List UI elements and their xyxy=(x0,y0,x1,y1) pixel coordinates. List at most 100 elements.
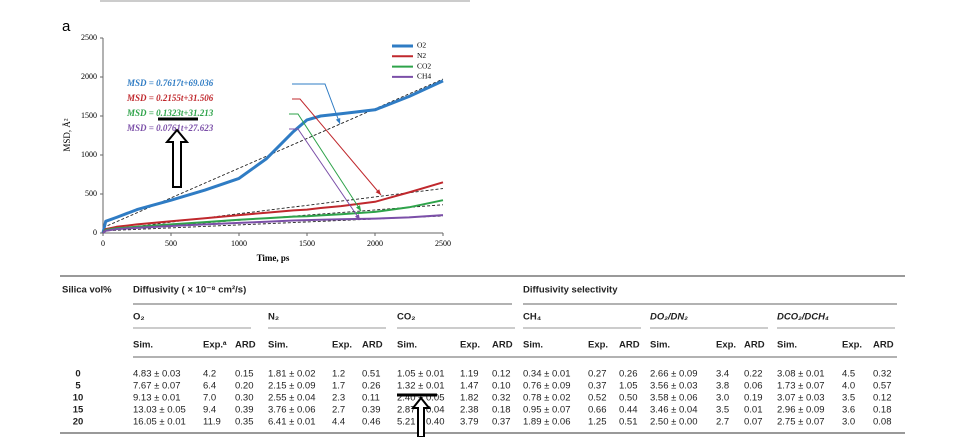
table-cell: 0.26 xyxy=(619,369,638,380)
subheader: CO₂ xyxy=(397,312,415,323)
table-cell: 0.19 xyxy=(744,393,763,404)
table-cell: 3.5 xyxy=(716,405,729,416)
x-tick-label: 2500 xyxy=(435,239,451,248)
table-cell: 1.19 xyxy=(460,369,479,380)
table-cell: 0.12 xyxy=(873,393,892,404)
table-cell: 0.52 xyxy=(588,393,607,404)
table-cell: 5 xyxy=(75,381,81,392)
table-cell: 4.0 xyxy=(842,381,855,392)
table-cell: 2.66 ± 0.09 xyxy=(650,369,697,380)
table-cell: 0.20 xyxy=(235,381,254,392)
table-cell: 0 xyxy=(75,369,80,380)
table-cell: 0.51 xyxy=(362,369,381,380)
table-cell: 3.4 xyxy=(716,369,729,380)
arrow-head xyxy=(356,205,361,211)
table-cell: 0.10 xyxy=(492,381,511,392)
table-cell: 0.01 xyxy=(744,405,763,416)
table-cell: 1.25 xyxy=(588,417,607,428)
table-cell: 0.26 xyxy=(362,381,381,392)
table-cell: 0.18 xyxy=(492,405,511,416)
table-cell: 4.4 xyxy=(332,417,345,428)
column-header: Sim. xyxy=(268,340,288,351)
group-header: Silica vol% xyxy=(62,285,112,296)
table-cell: 0.30 xyxy=(235,393,254,404)
table-cell: 0.06 xyxy=(744,381,763,392)
y-tick-label: 1500 xyxy=(81,111,97,120)
column-header: Sim. xyxy=(523,340,543,351)
legend-label: N2 xyxy=(417,51,426,60)
annotation-arrow xyxy=(292,83,341,125)
table-cell: 0.37 xyxy=(492,417,511,428)
column-header: Exp. xyxy=(588,340,608,351)
column-header: Sim. xyxy=(133,340,153,351)
column-header: ARD xyxy=(619,340,640,351)
table-cell: 1.05 xyxy=(619,381,638,392)
table-cell: 1.47 xyxy=(460,381,479,392)
table-cell: 0.34 ± 0.01 xyxy=(523,369,570,380)
fit-line xyxy=(102,215,444,232)
column-header: Sim. xyxy=(777,340,797,351)
table-cell: 0.76 ± 0.09 xyxy=(523,381,570,392)
annotation-arrow xyxy=(289,113,362,212)
table-cell: 0.95 ± 0.07 xyxy=(523,405,570,416)
table-cell: 0.12 xyxy=(492,369,511,380)
table-cell: 7.0 xyxy=(203,393,216,404)
x-tick-label: 500 xyxy=(165,239,177,248)
x-tick-label: 0 xyxy=(101,239,105,248)
table-cell: 1.89 ± 0.06 xyxy=(523,417,570,428)
arrow-head xyxy=(375,189,381,195)
series-line xyxy=(102,214,444,234)
table-cell: 2.96 ± 0.09 xyxy=(777,405,824,416)
arrow-marker xyxy=(410,396,432,437)
annotation-arrow xyxy=(289,128,361,221)
table-cell: 0.15 xyxy=(235,369,254,380)
subheader: O₂ xyxy=(133,312,145,323)
legend-label: CO2 xyxy=(417,61,431,70)
subheader: DCO₂/DCH₄ xyxy=(777,312,829,323)
series-line xyxy=(102,181,444,234)
column-header: ARD xyxy=(492,340,513,351)
table-cell: 1.05 ± 0.01 xyxy=(397,369,444,380)
column-header: Exp.ᵃ xyxy=(203,340,227,351)
table-cell: 0.07 xyxy=(744,417,763,428)
y-tick-label: 2000 xyxy=(81,72,97,81)
equation-label: MSD = 0.1323t+31.213 xyxy=(126,108,214,118)
x-tick-label: 1500 xyxy=(299,239,315,248)
table-cell: 2.50 ± 0.00 xyxy=(650,417,697,428)
table-cell: 1.2 xyxy=(332,369,345,380)
column-header: Exp. xyxy=(332,340,352,351)
table-cell: 0.44 xyxy=(619,405,638,416)
x-tick-label: 1000 xyxy=(231,239,247,248)
table-cell: 2.7 xyxy=(716,417,729,428)
column-header: Exp. xyxy=(716,340,736,351)
table-cell: 3.8 xyxy=(716,381,729,392)
table-cell: 0.66 xyxy=(588,405,607,416)
table-cell: 3.0 xyxy=(842,417,855,428)
table-cell: 3.6 xyxy=(842,405,855,416)
subheader: DO₂/DN₂ xyxy=(650,312,688,323)
table-cell: 9.13 ± 0.01 xyxy=(133,393,180,404)
table-cell: 1.32 ± 0.01 xyxy=(397,381,444,392)
fit-line xyxy=(102,188,444,231)
table-cell: 0.78 ± 0.02 xyxy=(523,393,570,404)
arrow-head xyxy=(335,118,341,124)
table-cell: 9.4 xyxy=(203,405,216,416)
table-cell: 6.41 ± 0.01 xyxy=(268,417,315,428)
table-cell: 1.73 ± 0.07 xyxy=(777,381,824,392)
table-cell: 4.83 ± 0.03 xyxy=(133,369,180,380)
table-cell: 20 xyxy=(73,417,84,428)
table-cell: 0.22 xyxy=(744,369,763,380)
legend-label: O2 xyxy=(417,41,426,50)
table-cell: 6.4 xyxy=(203,381,216,392)
y-tick-label: 0 xyxy=(93,228,97,237)
table-cell: 4.5 xyxy=(842,369,855,380)
table-cell: 3.5 xyxy=(842,393,855,404)
table: Silica vol% Diffusivity ( × 10⁻⁸ cm²/s) Di… xyxy=(60,275,905,434)
table-cell: 4.2 xyxy=(203,369,216,380)
equation-label: MSD = 0.0761t+27.623 xyxy=(126,123,214,133)
table-cell: 1.7 xyxy=(332,381,345,392)
equation-label: MSD = 0.7617t+69.036 xyxy=(126,78,214,88)
column-header: Sim. xyxy=(650,340,670,351)
table-cell: 16.05 ± 0.01 xyxy=(133,417,186,428)
group-header: Diffusivity selectivity xyxy=(523,285,618,296)
